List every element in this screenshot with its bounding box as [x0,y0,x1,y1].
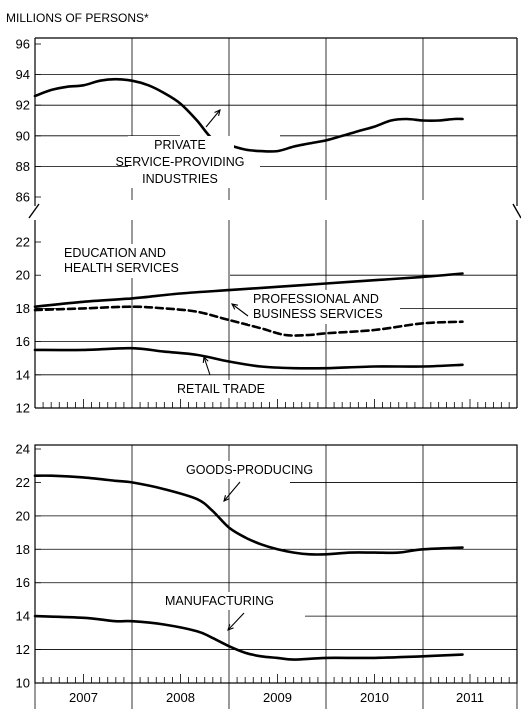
y-tick-label: 18 [16,301,30,316]
y-tick-label: 92 [16,98,30,113]
y-tick-label: 10 [16,676,30,691]
annotation-private-label-line-2: SERVICE-PROVIDING [116,155,245,169]
x-tick-label-2009: 2009 [263,690,292,705]
annotation-edu-label-line-2: HEALTH SERVICES [64,261,179,275]
y-tick-label: 94 [16,67,30,82]
axis-break-right [512,203,521,219]
annotations: PRIVATE SERVICE-PROVIDING INDUSTRIES EDUCAT… [60,109,398,631]
y-tick-label: 18 [16,542,30,557]
y-tick-label: 90 [16,128,30,143]
annotation-edu-label-line-1: EDUCATION AND [64,246,166,260]
annotation-arrowhead [202,355,209,364]
annotation-private-label-line-3: INDUSTRIES [142,172,218,186]
y-tick-label: 96 [16,37,30,52]
x-tick-label-2011: 2011 [456,690,484,705]
series-line-retail-trade [33,346,464,370]
panel-private-frame [28,37,521,409]
y-tick-label: 12 [16,401,30,416]
annotation-pointer [231,303,249,317]
annotation-mfg-label-line-1: MANUFACTURING [165,594,274,608]
annotation-goods-label-line-1: GOODS-PRODUCING [186,463,313,477]
axis-break-left [28,203,40,219]
series-line-manufacturing [33,614,464,661]
y-tick-label: 88 [16,159,30,174]
annotation-prof-label-line-2: BUSINESS SERVICES [253,307,383,321]
annotation-prof-label-line-1: PROFESSIONAL AND [253,292,379,306]
annotation-arrowhead [214,109,221,116]
series-line-professional-and-business-services [33,305,464,337]
annotation-pointer [223,481,241,502]
y-tick-label: 12 [16,642,30,657]
x-year-labels: 2007 2008 2009 2010 2011 [69,690,484,705]
gridlines [35,74,517,650]
x-tick-label-2008: 2008 [166,690,195,705]
series-line-private-service-providing-industries [33,77,464,153]
y-tick-label: 16 [16,575,30,590]
annotation-retail-label-line-1: RETAIL TRADE [177,382,265,396]
annotation-private-label-line-1: PRIVATE [154,138,206,152]
month-ticks [42,399,510,683]
series-line-goods-producing [33,474,464,556]
x-tick-label-2007: 2007 [69,690,98,705]
annotation-arrowhead [230,303,238,310]
y-tick-label: 14 [16,609,30,624]
y-tick-label: 22 [16,475,30,490]
y-tick-labels: 86 88 90 92 94 96 12 14 16 18 20 22 10 12 14 16 18 20 22 24 [16,37,41,691]
annotation-pointer [205,109,221,128]
annotation-pointer [227,612,245,631]
y-tick-label: 86 [16,190,30,205]
annotation-arrowhead [227,624,234,631]
series-line-education-and-health-services [33,272,464,308]
y-tick-label: 24 [16,442,30,457]
y-tick-label: 16 [16,334,30,349]
y-tick-label: 14 [16,367,30,382]
x-tick-label-2010: 2010 [360,690,389,705]
year-dividers [34,38,518,709]
y-axis-label: MILLIONS OF PERSONS* [6,11,149,25]
panel-goods-frame [34,444,518,684]
series-lines [33,77,464,661]
annotation-arrowhead [223,495,230,502]
annotation-pointer [203,356,211,376]
y-tick-label: 22 [16,235,30,250]
y-tick-label: 20 [16,268,30,283]
y-tick-label: 20 [16,508,30,523]
